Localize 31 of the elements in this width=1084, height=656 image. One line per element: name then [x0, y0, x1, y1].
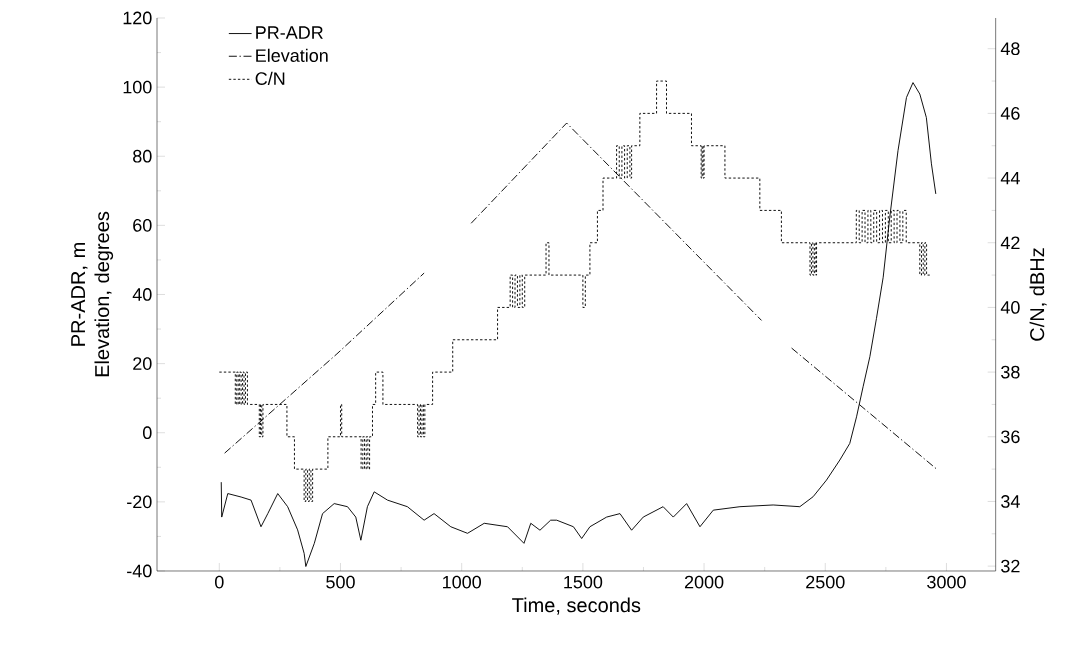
y-tick-label: 20	[133, 357, 152, 370]
y2-tick-label: 34	[1001, 495, 1020, 508]
y2-tick-label: 48	[1000, 42, 1020, 56]
y-tick-label: -40	[127, 564, 152, 578]
x-tick-label: 1500	[564, 575, 603, 589]
y-tick-label: 40	[132, 288, 152, 301]
y2-tick-label: 38	[1001, 365, 1020, 379]
x-tick-label: 2000	[684, 575, 724, 589]
y2-tick-label: 44	[1000, 171, 1020, 185]
x-tick-label: 0	[215, 575, 224, 589]
x-tick-label: 2500	[806, 575, 845, 589]
y2-tick-label: 36	[1001, 430, 1020, 444]
y-tick-label: 100	[123, 80, 152, 94]
x-axis-title: Time, seconds	[512, 597, 641, 615]
legend-label: Elevation	[256, 48, 328, 62]
y-tick-label: -20	[127, 495, 152, 509]
y-tick-label: 0	[143, 426, 152, 440]
x-tick-label: 3000	[927, 575, 966, 589]
y2-tick-label: 42	[1000, 236, 1020, 250]
y-axis-title: PR-ADR, m Elevation, degrees	[71, 211, 114, 377]
x-tick-label: 500	[326, 575, 355, 589]
y2-tick-label: 40	[1000, 301, 1020, 314]
y2-tick-label: 32	[1001, 559, 1020, 573]
x-tick-label: 1000	[443, 575, 481, 589]
legend-label: C/N	[255, 71, 285, 85]
y-tick-label: 60	[133, 218, 152, 232]
y-tick-label: 120	[123, 11, 152, 25]
y2-tick-label: 46	[1000, 107, 1020, 120]
y-tick-label: 80	[133, 149, 152, 163]
y2-axis-title: C/N, dBHz	[1029, 248, 1047, 341]
legend-label: PR-ADR	[256, 26, 323, 39]
